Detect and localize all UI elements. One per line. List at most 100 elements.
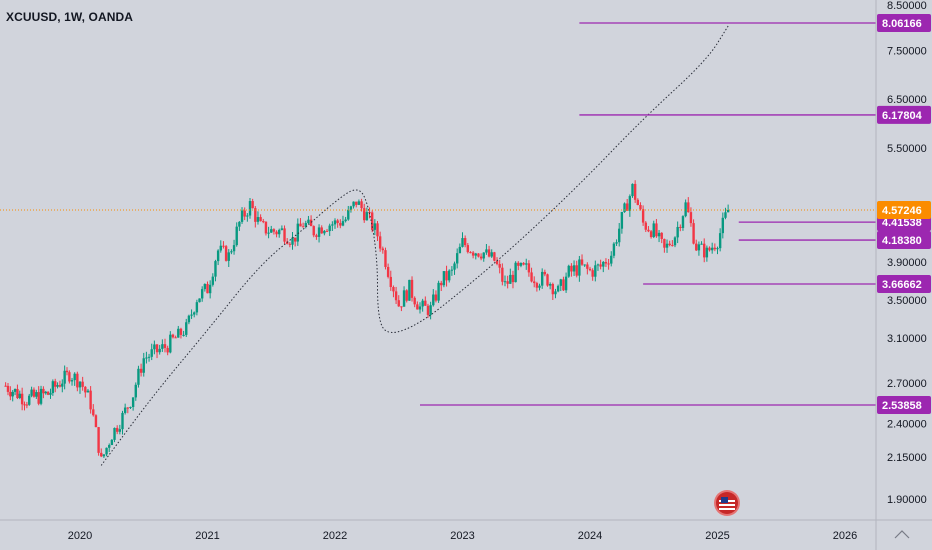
- candle-down[interactable]: [633, 183, 637, 200]
- candle-down[interactable]: [522, 262, 525, 265]
- candle-down[interactable]: [37, 392, 40, 404]
- candle-up[interactable]: [240, 210, 244, 222]
- candle-up[interactable]: [455, 253, 459, 264]
- candle-down[interactable]: [166, 347, 169, 353]
- candle-up[interactable]: [602, 261, 605, 267]
- candle-up[interactable]: [490, 252, 493, 257]
- candle-down[interactable]: [604, 261, 608, 264]
- candle-down[interactable]: [6, 385, 10, 392]
- candle-up[interactable]: [578, 259, 581, 276]
- candle-down[interactable]: [376, 223, 379, 237]
- candle-down[interactable]: [586, 264, 589, 269]
- candle-up[interactable]: [418, 306, 422, 310]
- candle-up[interactable]: [177, 328, 180, 338]
- candle-up[interactable]: [110, 439, 114, 446]
- candle-up[interactable]: [232, 245, 236, 252]
- candle-down[interactable]: [325, 230, 329, 232]
- candle-up[interactable]: [323, 230, 326, 234]
- candle-down[interactable]: [389, 276, 392, 288]
- candle-down[interactable]: [562, 279, 565, 291]
- candle-up[interactable]: [169, 334, 172, 353]
- candle-up[interactable]: [200, 289, 204, 299]
- candle-down[interactable]: [222, 245, 225, 247]
- candle-down[interactable]: [299, 223, 302, 227]
- candle-up[interactable]: [331, 224, 334, 226]
- candle-down[interactable]: [360, 201, 363, 209]
- candle-up[interactable]: [710, 247, 714, 251]
- candle-up[interactable]: [86, 390, 90, 393]
- candle-down[interactable]: [171, 334, 175, 338]
- candle-down[interactable]: [32, 389, 36, 397]
- level-label[interactable]: 2.53858: [882, 400, 922, 412]
- candle-up[interactable]: [39, 388, 43, 404]
- candle-up[interactable]: [105, 447, 108, 455]
- candle-up[interactable]: [190, 314, 193, 316]
- candle-up[interactable]: [628, 196, 632, 211]
- candle-up[interactable]: [296, 223, 300, 242]
- candle-up[interactable]: [153, 344, 156, 350]
- candle-down[interactable]: [384, 250, 387, 267]
- candle-up[interactable]: [564, 276, 568, 291]
- candle-up[interactable]: [13, 388, 17, 392]
- candle-down[interactable]: [89, 390, 92, 410]
- candle-up[interactable]: [203, 283, 207, 290]
- candle-up[interactable]: [208, 284, 212, 294]
- level-label[interactable]: 4.18380: [882, 235, 922, 247]
- candle-down[interactable]: [530, 272, 533, 282]
- candle-down[interactable]: [440, 282, 443, 286]
- candle-down[interactable]: [394, 291, 398, 301]
- candle-up[interactable]: [227, 252, 230, 261]
- candle-down[interactable]: [570, 265, 573, 272]
- candle-up[interactable]: [78, 381, 82, 388]
- time-axis[interactable]: 2020 2021 2022 2023 2024 2025 2026: [0, 519, 932, 550]
- candle-down[interactable]: [46, 391, 50, 395]
- candle-up[interactable]: [610, 255, 613, 264]
- candle-up[interactable]: [248, 201, 252, 216]
- candle-up[interactable]: [246, 215, 249, 217]
- candle-up[interactable]: [612, 243, 616, 256]
- candle-down[interactable]: [293, 237, 297, 242]
- candle-down[interactable]: [4, 385, 7, 387]
- candle-up[interactable]: [216, 250, 220, 262]
- candle-down[interactable]: [20, 393, 24, 405]
- candle-up[interactable]: [18, 393, 21, 399]
- candle-up[interactable]: [214, 261, 217, 277]
- candle-up[interactable]: [256, 217, 260, 222]
- candle-down[interactable]: [126, 407, 130, 409]
- candle-up[interactable]: [357, 201, 361, 205]
- candle-down[interactable]: [405, 290, 408, 301]
- candle-down[interactable]: [54, 381, 57, 387]
- candle-down[interactable]: [285, 241, 289, 244]
- candle-up[interactable]: [270, 229, 273, 233]
- candle-up[interactable]: [349, 206, 353, 210]
- candle-up[interactable]: [307, 219, 310, 224]
- candle-up[interactable]: [583, 264, 586, 266]
- candle-up[interactable]: [519, 262, 523, 266]
- candle-down[interactable]: [426, 305, 430, 315]
- candle-up[interactable]: [219, 245, 222, 251]
- candle-up[interactable]: [56, 385, 59, 387]
- candle-down[interactable]: [179, 328, 183, 335]
- candle-down[interactable]: [262, 221, 265, 223]
- candle-down[interactable]: [97, 427, 100, 453]
- candle-up[interactable]: [30, 389, 33, 396]
- chevron-up-icon[interactable]: [894, 530, 910, 539]
- candle-up[interactable]: [102, 454, 106, 457]
- candle-up[interactable]: [291, 237, 294, 245]
- candle-down[interactable]: [410, 279, 414, 298]
- candle-up[interactable]: [652, 223, 655, 238]
- candle-down[interactable]: [506, 281, 509, 284]
- candle-down[interactable]: [493, 252, 496, 261]
- candle-up[interactable]: [344, 219, 347, 222]
- candle-up[interactable]: [147, 356, 151, 358]
- candle-down[interactable]: [155, 344, 159, 353]
- candle-up[interactable]: [73, 373, 76, 381]
- candle-up[interactable]: [594, 265, 597, 277]
- candle-up[interactable]: [432, 294, 435, 306]
- candle-up[interactable]: [724, 212, 727, 218]
- candle-up[interactable]: [623, 203, 626, 213]
- candle-up[interactable]: [548, 284, 552, 286]
- candle-down[interactable]: [546, 274, 549, 286]
- candle-up[interactable]: [211, 276, 215, 285]
